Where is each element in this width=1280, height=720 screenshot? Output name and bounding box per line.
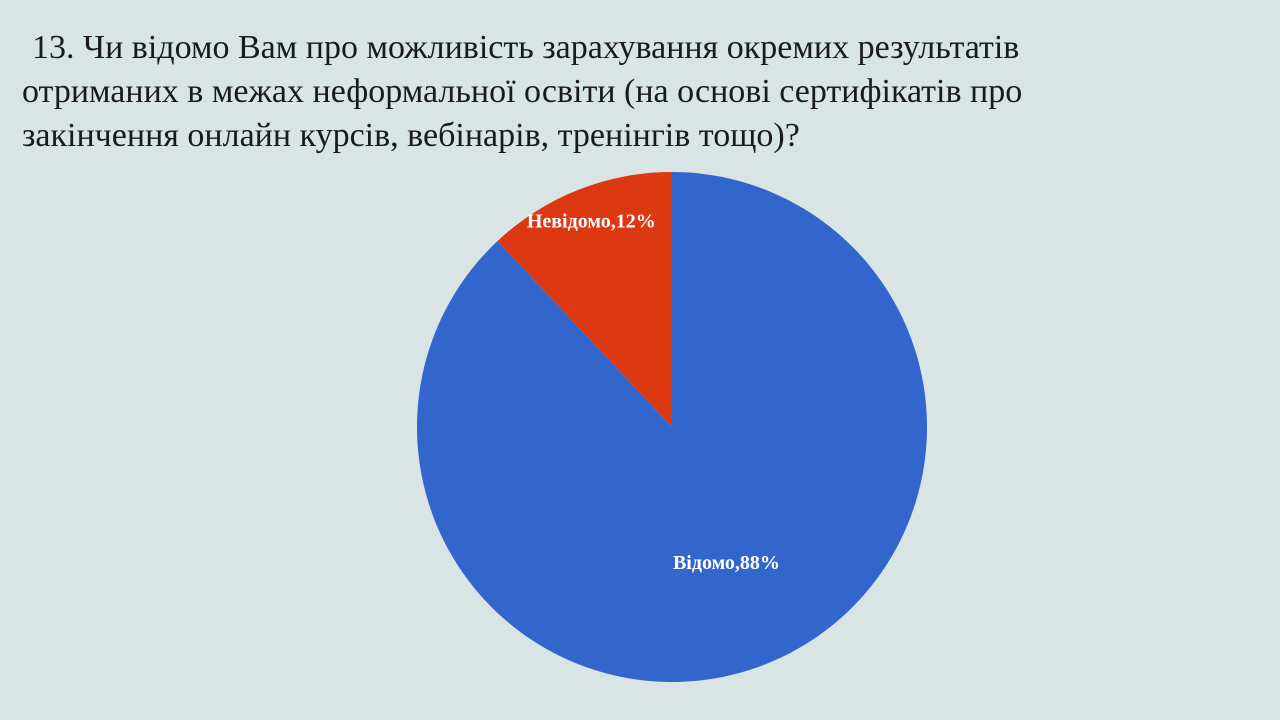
pie-slice-label: Відомо,88% [673, 552, 780, 574]
pie-labels: Невідомо,12% Відомо,88% [527, 211, 780, 574]
slide-title: 13. Чи відомо Вам про можливість зарахув… [22, 26, 1222, 158]
slide-title-line: отриманих в межах неформальної освіти (н… [22, 73, 1023, 110]
slide-title-line: 13. Чи відомо Вам про можливість зарахув… [32, 29, 1020, 66]
pie-slice-1 [497, 172, 672, 427]
pie-slice-label: Невідомо,12% [527, 211, 656, 233]
pie-slice-2 [417, 172, 928, 683]
slide-title-line: закінчення онлайн курсів, вебінарів, тре… [22, 117, 800, 154]
pie-slices [417, 172, 928, 683]
